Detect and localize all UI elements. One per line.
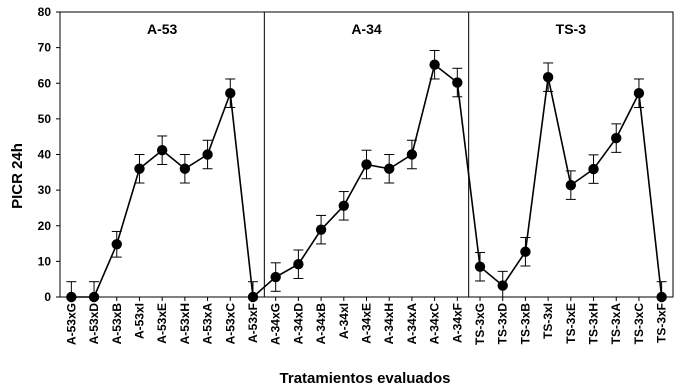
x-tick-label: TS-3xE [564, 303, 578, 344]
data-point [565, 179, 577, 191]
x-tick-label: A-34xG [269, 303, 283, 345]
data-point [293, 259, 304, 270]
x-tick-label: A-53xC [223, 303, 237, 345]
x-tick-label: A-53xI [132, 303, 146, 339]
y-tick-label: 20 [38, 219, 52, 233]
x-tick-label: A-53xG [64, 303, 78, 345]
y-axis-title: PICR 24h [9, 143, 26, 209]
x-tick-label: A-34xF [450, 303, 464, 343]
x-tick-label: TS-3xD [496, 303, 510, 345]
x-tick-label: TS-3xF [655, 303, 669, 343]
data-point [497, 280, 508, 291]
y-tick-label: 10 [38, 254, 52, 268]
y-tick-label: 70 [38, 41, 52, 55]
x-tick-label: A-53xD [87, 303, 101, 345]
x-tick-label: A-34xH [382, 303, 396, 344]
data-point [338, 200, 349, 211]
data-point [452, 77, 463, 88]
data-point [542, 71, 554, 83]
y-tick-label: 60 [38, 76, 52, 90]
data-point [406, 149, 418, 160]
x-tick-label: A-53xB [110, 303, 124, 345]
data-point [179, 163, 191, 174]
data-point [633, 88, 645, 99]
x-tick-label: A-34xB [314, 303, 328, 345]
y-tick-label: 50 [38, 112, 52, 126]
group-label: A-53 [147, 21, 178, 37]
x-tick-label: A-34xE [360, 303, 374, 344]
data-point [520, 246, 531, 257]
data-point [474, 261, 486, 272]
x-tick-label: A-34xI [337, 303, 351, 339]
y-tick-label: 0 [44, 290, 51, 304]
data-point [611, 132, 622, 144]
y-tick-label: 40 [38, 148, 52, 162]
data-point [66, 291, 77, 303]
x-tick-label: A-34xA [405, 303, 419, 345]
x-tick-label: TS-3xG [473, 303, 487, 345]
x-tick-label: A-53xH [178, 303, 192, 344]
data-point [429, 59, 440, 70]
x-tick-label: A-53xE [155, 303, 169, 344]
data-point [270, 271, 281, 283]
data-point [315, 224, 327, 235]
data-point [134, 163, 145, 174]
data-point [384, 163, 395, 174]
data-point [202, 149, 213, 160]
data-point [156, 145, 168, 156]
data-point [225, 88, 236, 99]
y-tick-label: 80 [38, 5, 52, 19]
x-tick-label: TS-3xB [518, 303, 532, 345]
x-tick-label: A-53xA [201, 303, 215, 345]
data-point [247, 291, 259, 303]
x-tick-label: TS-3xH [587, 303, 601, 344]
plot-area: 0 10 20 30 40 50 60 70 80 A-53xG A-53xD A-53xB A-53x… [38, 5, 674, 345]
group-label: A-34 [351, 21, 382, 37]
data-point [656, 291, 667, 303]
x-tick-label: TS-3xC [632, 303, 646, 345]
data-point [88, 291, 100, 303]
x-tick-label: TS-3xI [541, 303, 555, 339]
x-tick-label: TS-3xA [609, 303, 623, 345]
data-point [111, 239, 122, 250]
data-point [361, 159, 372, 170]
x-tick-label: A-34xC [428, 303, 442, 345]
x-axis-title: Tratamientos evaluados [280, 370, 451, 387]
x-tick-label: A-53xF [246, 303, 260, 343]
data-point [588, 163, 599, 175]
x-tick-label: A-34xD [291, 303, 305, 345]
y-tick-label: 30 [38, 183, 52, 197]
group-label: TS-3 [556, 21, 587, 37]
